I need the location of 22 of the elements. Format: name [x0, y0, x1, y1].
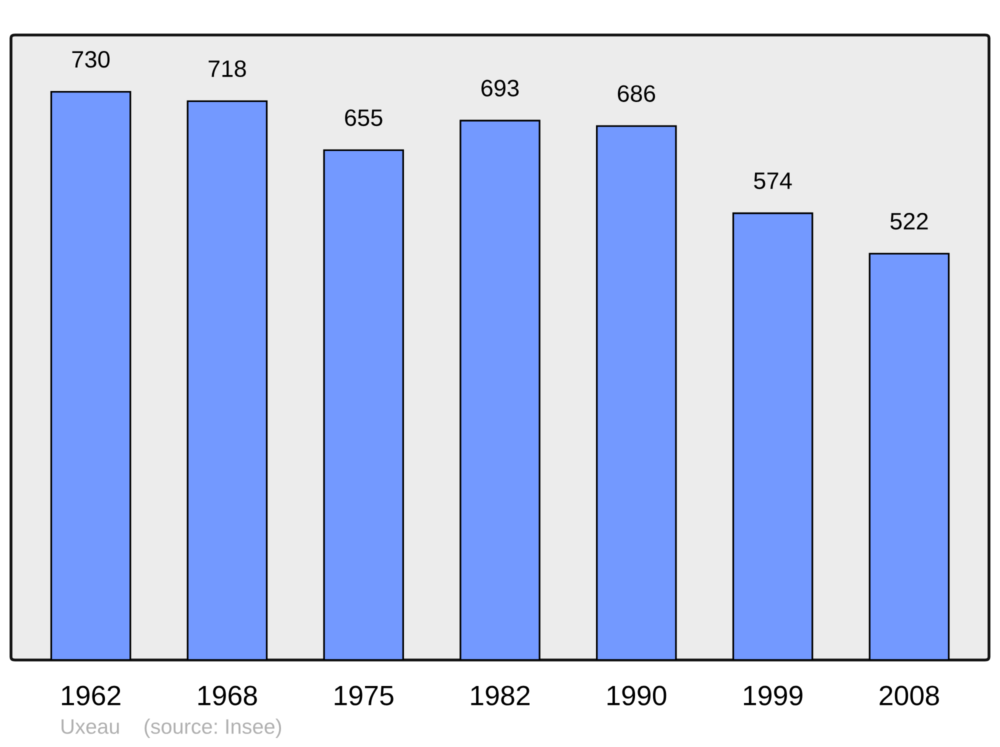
data-label: 522: [890, 212, 928, 230]
x-tick-label: 1990: [608, 686, 666, 706]
x-tick-label: 1968: [198, 686, 257, 706]
x-tick-label: 2008: [880, 686, 939, 706]
data-label: 730: [72, 50, 110, 68]
data-label: 686: [618, 85, 656, 102]
data-label: 718: [208, 60, 246, 78]
bar: [323, 149, 404, 660]
bar: [50, 90, 132, 660]
x-tick-label: 1962: [62, 686, 120, 706]
data-label: 574: [754, 172, 792, 190]
bar: [732, 212, 814, 660]
x-tick-label: 1982: [471, 686, 530, 706]
bar: [868, 252, 950, 660]
data-label: 693: [482, 80, 519, 97]
x-tick-label: 1999: [744, 686, 802, 706]
x-tick-label: 1975: [334, 686, 394, 706]
text: Uxeau (source: Insee): [62, 718, 282, 738]
data-label: 655: [345, 109, 382, 126]
bar: [186, 100, 268, 660]
bar: [460, 120, 540, 660]
bar: [596, 125, 677, 660]
